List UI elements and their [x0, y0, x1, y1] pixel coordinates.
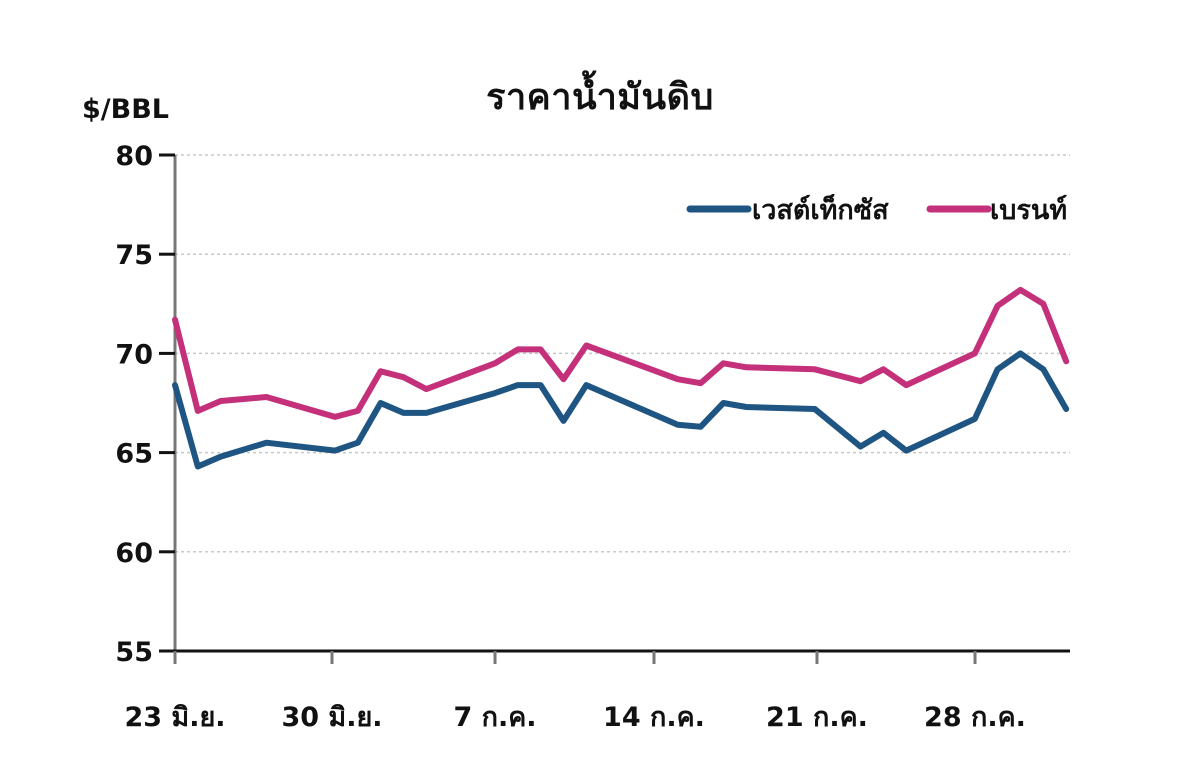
legend: เวสต์เท็กซัส เบรนท์ — [686, 192, 1067, 226]
x-tick-label: 14 ก.ค. — [603, 702, 705, 733]
y-tick-label: 65 — [115, 439, 153, 470]
x-tick-label: 7 ก.ค. — [453, 702, 536, 733]
y-tick-label: 70 — [115, 339, 153, 370]
wti-line — [172, 350, 1070, 470]
series-lines — [172, 286, 1070, 470]
y-tick-label: 55 — [115, 637, 153, 668]
x-tick-label: 21 ก.ค. — [766, 702, 868, 733]
axes — [159, 155, 1070, 663]
x-tick-label: 28 ก.ค. — [924, 702, 1026, 733]
legend-label: เวสต์เท็กซัส — [752, 192, 889, 226]
x-tick-label: 30 มิ.ย. — [281, 702, 382, 733]
y-axis-ticks: 55 60 65 70 75 80 — [115, 141, 175, 668]
y-tick-label: 80 — [115, 141, 153, 172]
x-tick-label: 23 มิ.ย. — [124, 702, 225, 733]
legend-label: เบรนท์ — [990, 194, 1067, 226]
gridlines — [175, 154, 1070, 553]
y-tick-label: 75 — [115, 240, 153, 271]
y-tick-label: 60 — [115, 538, 153, 569]
x-axis-ticks: 23 มิ.ย. 30 มิ.ย. 7 ก.ค. 14 ก.ค. 21 ก.ค. 28 ก… — [124, 651, 1026, 733]
chart-title: ราคาน้ำมันดิบ — [486, 77, 714, 118]
brent-line — [172, 286, 1070, 420]
y-axis-label: $/BBL — [82, 94, 170, 125]
